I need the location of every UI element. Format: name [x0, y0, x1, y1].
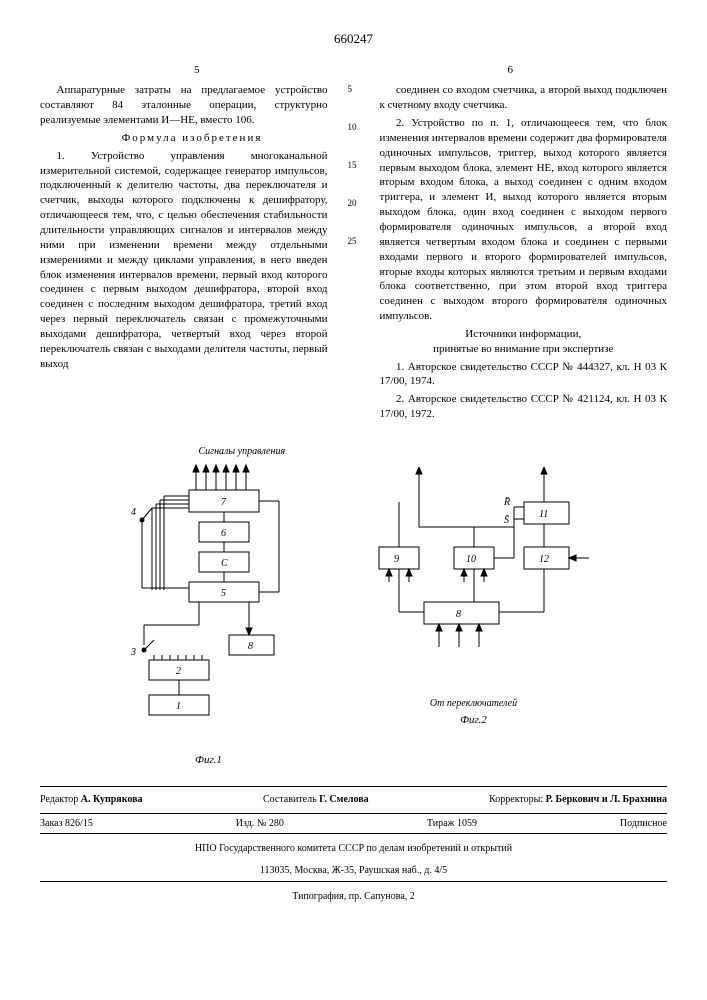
- typography: Типография, пр. Сапунова, 2: [40, 890, 667, 904]
- order-zakaz: Заказ 826/15: [40, 817, 93, 831]
- fig1-svg: 7 6 C 5 2 1 8 4 3: [104, 460, 314, 750]
- compiler-label: Составитель: [263, 794, 317, 805]
- source-2: 2. Авторское свидетельство СССР № 421124…: [380, 392, 668, 422]
- page-num-left: 5: [40, 63, 354, 78]
- divider-2: [40, 881, 667, 882]
- corrector-label: Корректоры:: [489, 794, 543, 805]
- svg-text:C: C: [221, 558, 228, 569]
- compiler-name: Г. Смелова: [319, 794, 368, 805]
- imprint-2: 113035, Москва, Ж-35, Раушская наб., д. …: [40, 864, 667, 878]
- divider: [40, 786, 667, 787]
- svg-text:7: 7: [221, 497, 227, 508]
- svg-text:3: 3: [130, 647, 136, 658]
- order-izd: Изд. № 280: [236, 817, 284, 831]
- claim-2: 2. Устройство по п. 1, отличающееся тем,…: [380, 116, 668, 324]
- order-row: Заказ 826/15 Изд. № 280 Тираж 1059 Подпи…: [40, 813, 667, 835]
- fig2-label: Фиг.2: [344, 713, 604, 728]
- svg-text:6: 6: [221, 528, 226, 539]
- claim-1-cont: соединен со входом счетчика, а второй вы…: [380, 83, 668, 113]
- claim-1: 1. Устройство управления многоканальной …: [40, 149, 328, 372]
- fig1-top-label: Сигналы управления: [199, 445, 314, 459]
- fig1-label: Фиг.1: [104, 753, 314, 768]
- fig2-caption: От переключателей: [344, 697, 604, 711]
- svg-text:1: 1: [176, 701, 181, 712]
- svg-text:8: 8: [248, 641, 253, 652]
- figure-1: Сигналы управления: [104, 445, 314, 768]
- svg-text:10: 10: [466, 554, 476, 565]
- credits-row: Редактор А. Купрякова Составитель Г. Сме…: [40, 793, 667, 807]
- svg-text:2: 2: [176, 666, 181, 677]
- fig2-svg: 9 10 11 12 8 R̄ S̄: [344, 467, 604, 697]
- corrector-names: Р. Беркович и Л. Брахнина: [546, 794, 667, 805]
- svg-text:8: 8: [456, 609, 461, 620]
- editor-name: А. Купрякова: [81, 794, 143, 805]
- diagram-area: Сигналы управления: [40, 445, 667, 768]
- svg-text:12: 12: [539, 554, 549, 565]
- formula-title: Формула изобретения: [40, 131, 328, 146]
- order-tirazh: Тираж 1059: [427, 817, 477, 831]
- right-column: соединен со входом счетчика, а второй вы…: [380, 83, 668, 425]
- imprint-1: НПО Государственного комитета СССР по де…: [40, 842, 667, 856]
- source-1: 1. Авторское свидетельство СССР № 444327…: [380, 360, 668, 390]
- svg-text:4: 4: [131, 507, 136, 518]
- intro-text: Аппаратурные затраты на предлагаемое уст…: [40, 83, 328, 128]
- patent-number: 660247: [40, 30, 667, 48]
- svg-text:5: 5: [221, 588, 226, 599]
- line-numbers: 5 10 15 20 25: [348, 83, 360, 425]
- editor-label: Редактор: [40, 794, 78, 805]
- svg-text:R̄: R̄: [503, 496, 510, 508]
- order-sign: Подписное: [620, 817, 667, 831]
- left-column: Аппаратурные затраты на предлагаемое уст…: [40, 83, 328, 425]
- page-num-right: 6: [354, 63, 668, 78]
- svg-text:9: 9: [394, 554, 399, 565]
- figure-2: 9 10 11 12 8 R̄ S̄ От переключателей Фиг…: [344, 467, 604, 768]
- sources-title: Источники информации, принятые во вниман…: [380, 327, 668, 357]
- svg-text:S̄: S̄: [504, 514, 509, 526]
- svg-text:11: 11: [539, 509, 548, 520]
